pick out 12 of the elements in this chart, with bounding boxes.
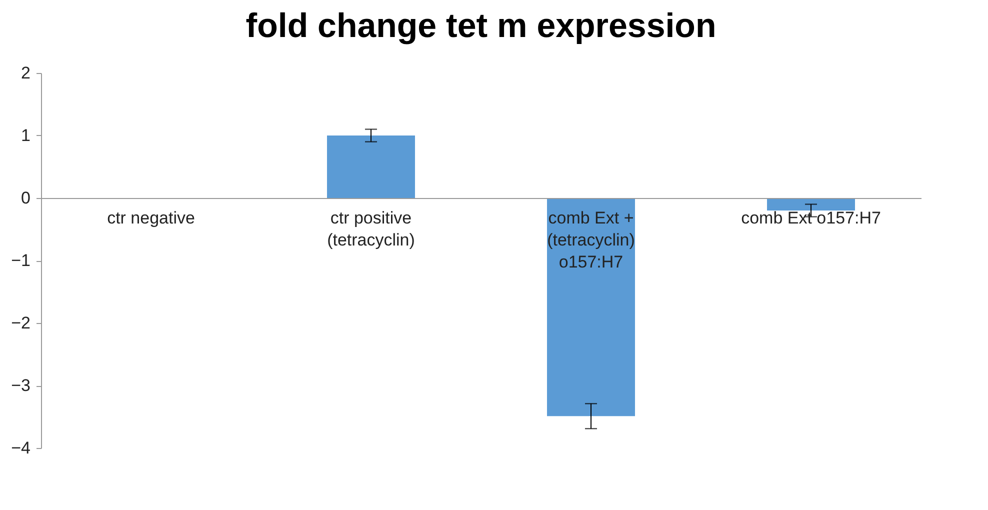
y-tick-label: −3	[11, 376, 30, 395]
y-tick-label: −4	[11, 438, 30, 458]
y-tick-label: −1	[11, 251, 30, 270]
y-tick-label: 1	[21, 126, 30, 145]
y-tick-label: 0	[21, 188, 30, 208]
x-tick-label: comb Ext + (tetracyclin) o157:H7	[547, 208, 635, 272]
x-tick-label: comb Ext o157:H7	[741, 208, 881, 228]
x-tick-label: ctr negative	[107, 208, 195, 228]
y-tick-label: −2	[11, 314, 30, 332]
x-tick-label: ctr positive (tetracyclin)	[327, 208, 415, 250]
y-tick-label: 2	[21, 64, 30, 82]
chart-title: fold change tet m expression	[246, 7, 716, 45]
